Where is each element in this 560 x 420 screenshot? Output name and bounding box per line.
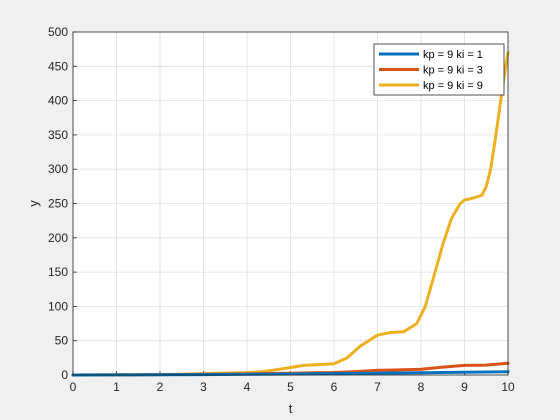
ticks: 0 1 2 3 4 5 6 7 8 9 100501001502002503003504004505…	[48, 25, 515, 394]
legend-label-2: kp = 9 ki = 3	[423, 65, 483, 77]
legend-label-3: kp = 9 ki = 9	[423, 80, 483, 92]
x-tick-label: 5	[287, 380, 294, 394]
y-tick-label: 150	[48, 265, 68, 279]
y-axis-label: y	[26, 200, 41, 207]
y-tick-label: 400	[48, 94, 68, 108]
x-tick-label: 7	[374, 380, 381, 394]
legend: kp = 9 ki = 1 kp = 9 ki = 3 kp = 9 ki = 9	[373, 43, 505, 96]
y-tick-label: 250	[48, 197, 68, 211]
y-tick-label: 500	[48, 25, 68, 39]
y-tick-label: 200	[48, 231, 68, 245]
x-tick-label: 0	[70, 380, 77, 394]
x-tick-label: 2	[157, 380, 164, 394]
y-tick-label: 350	[48, 128, 68, 142]
x-tick-label: 10	[501, 380, 515, 394]
y-tick-label: 450	[48, 59, 68, 73]
x-axis-label: t	[289, 401, 293, 416]
y-tick-label: 300	[48, 162, 68, 176]
x-tick-label: 8	[418, 380, 425, 394]
x-tick-label: 9	[461, 380, 468, 394]
y-tick-label: 100	[48, 299, 68, 313]
legend-label-1: kp = 9 ki = 1	[423, 49, 483, 61]
x-tick-label: 3	[200, 380, 207, 394]
y-tick-label: 50	[55, 334, 69, 348]
x-tick-label: 4	[244, 380, 251, 394]
axes-box	[72, 31, 509, 376]
y-tick-label: 0	[61, 368, 68, 382]
x-tick-label: 6	[331, 380, 338, 394]
x-tick-label: 1	[113, 380, 120, 394]
